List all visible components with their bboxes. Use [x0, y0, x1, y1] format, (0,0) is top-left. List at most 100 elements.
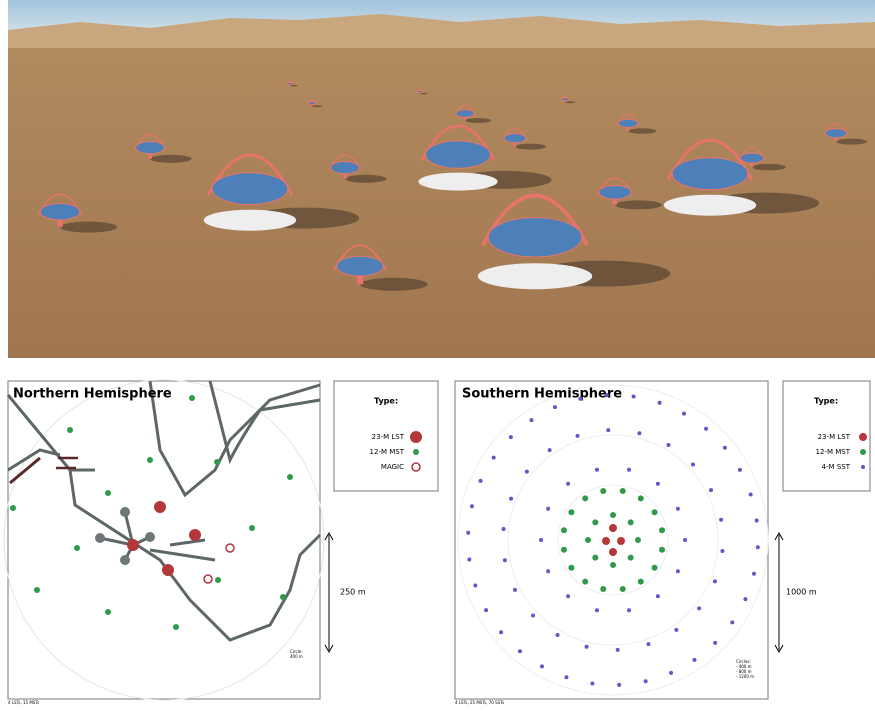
telescope-marker: [10, 505, 16, 511]
legend-label: 4-M SST: [822, 463, 851, 471]
telescope-marker: [692, 658, 696, 662]
circle-note: - 1200 m: [736, 674, 754, 679]
shadow: [615, 200, 662, 209]
scale-arrow: [775, 533, 783, 652]
telescope-marker: [595, 608, 599, 612]
legend-title: Type:: [814, 397, 838, 406]
telescope-marker: [548, 448, 552, 452]
dish: [825, 129, 847, 138]
telescope-marker: [531, 614, 535, 618]
telescope-marker: [610, 562, 616, 568]
telescope-marker: [616, 648, 620, 652]
telescope-marker: [509, 497, 513, 501]
telescope-marker: [860, 449, 866, 455]
dish: [331, 162, 360, 174]
telescope-marker: [499, 630, 503, 634]
telescope-marker: [67, 427, 73, 433]
shadow: [290, 85, 298, 87]
telescope-marker: [595, 468, 599, 472]
telescope-marker: [568, 509, 574, 515]
telescope-marker: [513, 588, 517, 592]
shadow: [345, 175, 387, 183]
dish: [740, 153, 763, 163]
shadow: [836, 139, 867, 145]
telescope-marker: [509, 435, 513, 439]
dish: [287, 82, 292, 84]
shadow: [60, 222, 117, 233]
telescope-marker: [525, 470, 529, 474]
telescope-marker: [676, 507, 680, 511]
telescope-marker: [280, 594, 286, 600]
telescope-marker: [637, 431, 641, 435]
telescope-marker: [676, 569, 680, 573]
telescope-marker: [617, 537, 625, 545]
telescope-marker: [627, 608, 631, 612]
telescope-marker: [502, 527, 506, 531]
telescope-marker: [127, 539, 139, 551]
dish: [426, 141, 491, 168]
telescope-marker: [720, 549, 724, 553]
telescope-marker: [484, 608, 488, 612]
telescope-marker: [467, 557, 471, 561]
telescope-marker: [105, 490, 111, 496]
telescope-marker: [578, 397, 582, 401]
telescope-marker: [743, 597, 747, 601]
base: [418, 173, 497, 191]
telescope-marker: [704, 427, 708, 431]
telescope-marker: [568, 565, 574, 571]
telescope-marker: [713, 641, 717, 645]
telescope-marker: [576, 434, 580, 438]
shadow: [752, 164, 786, 171]
telescope-marker: [719, 518, 723, 522]
scale-label: 250 m: [340, 588, 366, 597]
telescope-marker: [605, 393, 609, 397]
telescope-marker: [539, 538, 543, 542]
telescope-marker: [666, 443, 670, 447]
telescope-marker: [610, 512, 616, 518]
telescope-marker: [697, 606, 701, 610]
telescope-marker: [691, 462, 695, 466]
circle-note: 400 m: [290, 654, 303, 659]
telescope-marker: [214, 459, 220, 465]
telescope-marker: [638, 495, 644, 501]
telescope-marker: [620, 586, 626, 592]
telescope-marker: [566, 482, 570, 486]
telescope-marker: [492, 456, 496, 460]
shadow: [150, 155, 192, 163]
telescope-marker: [602, 537, 610, 545]
telescope-marker: [564, 675, 568, 679]
telescope-marker: [215, 577, 221, 583]
telescope-marker: [147, 457, 153, 463]
scale-label: 1000 m: [786, 588, 817, 597]
dish: [599, 185, 631, 199]
telescope-marker: [628, 555, 634, 561]
legend-label: 12-M MST: [370, 448, 405, 456]
telescope-marker: [585, 537, 591, 543]
telescope-marker: [582, 495, 588, 501]
telescope-marker: [518, 649, 522, 653]
shadow: [420, 93, 428, 95]
south-panel: [455, 381, 870, 699]
legend-label: 23-M LST: [818, 433, 851, 441]
telescope-marker: [95, 533, 105, 543]
telescope-marker: [120, 507, 130, 517]
telescope-marker: [738, 468, 742, 472]
telescope-marker: [638, 579, 644, 585]
telescope-marker: [730, 620, 734, 624]
telescope-marker: [682, 412, 686, 416]
telescope-marker: [656, 594, 660, 598]
telescope-marker: [600, 488, 606, 494]
telescope-marker: [644, 679, 648, 683]
telescope-marker: [592, 555, 598, 561]
telescope-marker: [566, 594, 570, 598]
legend-label: 23-M LST: [372, 433, 405, 441]
shadow: [312, 105, 322, 107]
telescope-marker: [287, 474, 293, 480]
telescope-marker: [659, 527, 665, 533]
telescope-marker: [249, 525, 255, 531]
telescope-marker: [652, 509, 658, 515]
legend-label: 12-M MST: [816, 448, 851, 456]
telescope-marker: [561, 547, 567, 553]
telescope-marker: [861, 465, 865, 469]
telescope-marker: [674, 628, 678, 632]
